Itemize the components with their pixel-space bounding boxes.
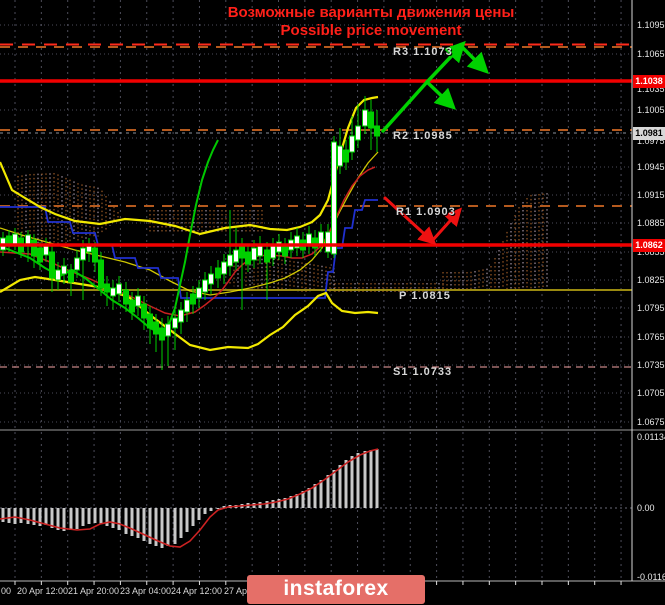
indicator-label: 0.01134 <box>637 432 665 442</box>
chart-annotation-title: Возможные варианты движения цены Possibl… <box>228 4 515 39</box>
annotation-title-ru: Возможные варианты движения цены <box>227 4 515 21</box>
price-label: 1.0885 <box>637 218 665 228</box>
price-label: 1.0825 <box>637 275 665 285</box>
time-label: 21 Apr 20:00 <box>68 586 120 596</box>
time-label: 20 Apr 12:00 <box>17 586 69 596</box>
pivot-level-label: R3 1.1073 <box>393 46 453 58</box>
time-label: 23 Apr 04:00 <box>120 586 172 596</box>
indicator-label: -0.01168 <box>637 572 665 582</box>
price-label: 1.1065 <box>637 49 665 59</box>
annotation-title-en: Possible price movement <box>280 22 462 39</box>
price-label: 1.1005 <box>637 105 665 115</box>
time-label: 27 Ap <box>224 586 248 596</box>
price-label: 1.0795 <box>637 303 665 313</box>
price-label: 1.0945 <box>637 162 665 172</box>
price-tag: 1.0981 <box>633 126 665 140</box>
price-tag: 1.1038 <box>633 74 665 88</box>
pivot-level-label: R1 1.0903 <box>396 206 456 218</box>
pivot-level-label: R2 1.0985 <box>393 130 453 142</box>
pivot-level-label: P 1.0815 <box>399 290 451 302</box>
price-label: 1.1035 <box>637 84 665 94</box>
price-label: 1.0975 <box>637 136 665 146</box>
time-label: 00 <box>1 586 12 596</box>
price-label: 1.0735 <box>637 360 665 370</box>
price-label: 1.0765 <box>637 332 665 342</box>
instaforex-logo: instaforex <box>247 575 425 604</box>
price-label: 1.1095 <box>637 20 665 30</box>
price-label: 1.0675 <box>637 417 665 427</box>
time-label: 24 Apr 12:00 <box>171 586 223 596</box>
pivot-level-label: S1 1.0733 <box>393 366 453 378</box>
price-label: 1.0855 <box>637 247 665 257</box>
price-tag: 1.0862 <box>633 238 665 252</box>
price-label: 1.0705 <box>637 388 665 398</box>
price-label: 1.0915 <box>637 190 665 200</box>
indicator-label: 0.00 <box>637 503 655 513</box>
